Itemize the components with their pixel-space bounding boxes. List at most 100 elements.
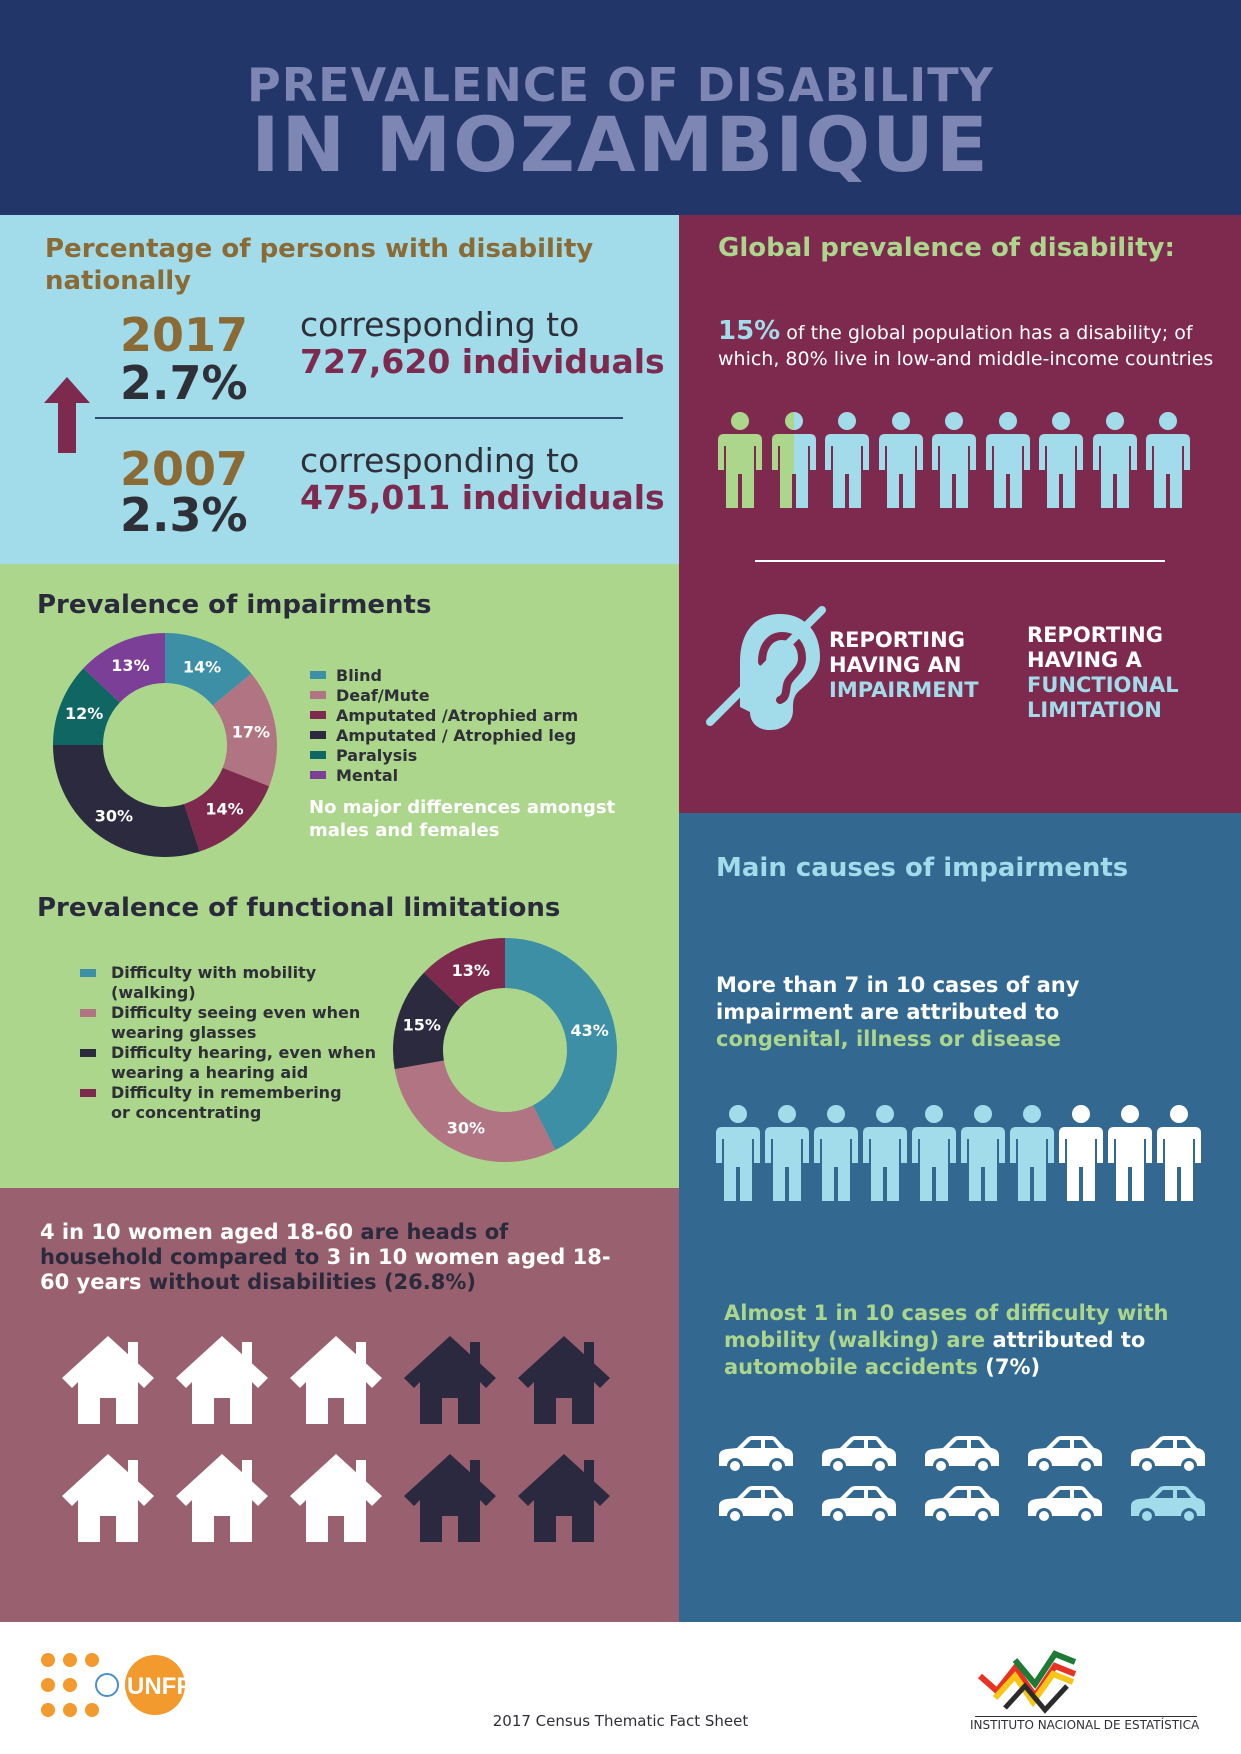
person-icon	[932, 412, 976, 508]
pct-2017: 2.7%	[120, 356, 248, 410]
women-household-panel	[0, 1188, 679, 1622]
person-icon	[961, 1105, 1005, 1201]
legend-swatch	[310, 731, 326, 739]
person-icon	[1059, 1105, 1103, 1201]
footer-caption: 2017 Census Thematic Fact Sheet	[492, 1712, 749, 1730]
donut-label: 12%	[65, 704, 103, 723]
donut-slice	[165, 633, 252, 706]
header-banner	[0, 0, 1241, 215]
divider	[95, 417, 623, 419]
causes-people-row	[716, 1105, 1206, 1201]
car-icon	[925, 1436, 999, 1474]
ine-underline	[975, 1716, 1197, 1717]
corresponding-2017: corresponding to	[300, 305, 580, 344]
house-icon	[176, 1454, 268, 1542]
house-icon	[176, 1336, 268, 1424]
individuals-2007: 475,011 individuals	[300, 478, 665, 517]
donut-slice	[505, 938, 617, 1151]
person-icon	[771, 412, 816, 508]
women-household-text: 4 in 10 women aged 18-60 are heads of ho…	[40, 1220, 611, 1294]
legend-label: Amputated /Atrophied arm	[336, 706, 579, 725]
legend-swatch	[80, 1049, 96, 1057]
house-icon	[62, 1336, 154, 1424]
donut-slice	[53, 745, 200, 857]
svg-text:UNFPA: UNFPA	[127, 1673, 208, 1700]
person-icon	[863, 1105, 907, 1201]
houses-grid	[60, 1332, 640, 1572]
donut-slice	[53, 668, 120, 745]
car-icon	[1028, 1486, 1102, 1524]
donut-slice	[423, 938, 505, 1008]
donut-label: 13%	[452, 961, 490, 980]
legend-swatch	[310, 691, 326, 699]
person-icon	[1039, 412, 1083, 508]
person-icon	[1157, 1105, 1201, 1201]
car-icon	[822, 1486, 896, 1524]
house-icon	[404, 1336, 496, 1424]
house-icon	[518, 1454, 610, 1542]
unfpa-logo: UNFPA	[41, 1653, 208, 1717]
donut-label: 15%	[403, 1016, 441, 1035]
house-icon	[404, 1454, 496, 1542]
donut-label: 17%	[232, 722, 270, 741]
person-icon	[985, 412, 1030, 508]
legend-swatch	[80, 969, 96, 977]
donut-label: 14%	[205, 799, 243, 818]
impairments-donut-chart: 14% 17% 14% 30% 12% 13%	[53, 633, 277, 857]
house-icon	[290, 1454, 382, 1542]
person-icon	[765, 1105, 809, 1201]
page-title-line2: IN MOZAMBIQUE	[251, 100, 990, 189]
report-functional: REPORTING HAVING A FUNCTIONAL LIMITATION	[1027, 623, 1179, 722]
donut-slice	[184, 767, 270, 852]
year-2017: 2017	[120, 308, 249, 362]
donut-slice	[83, 633, 165, 703]
impairments-title: Prevalence of impairments	[37, 590, 432, 620]
legend-label: Difficulty in remembering or concentratin…	[111, 1083, 342, 1122]
legend-swatch	[80, 1089, 96, 1097]
donut-label: 13%	[111, 656, 149, 675]
legend-label: Difficulty seeing even when wearing glass…	[111, 1003, 361, 1042]
legend-label: Amputated / Atrophied leg	[336, 726, 577, 745]
causes-title: Main causes of impairments	[716, 853, 1129, 883]
page-title-line1: PREVALENCE OF DISABILITY	[247, 58, 994, 112]
impairments-note: No major differences amongst males and f…	[309, 797, 616, 841]
house-icon	[518, 1336, 610, 1424]
donut-label: 43%	[570, 1021, 608, 1040]
up-arrow-icon	[44, 377, 90, 453]
person-icon	[878, 412, 923, 508]
legend-label: Difficulty hearing, even when wearing a h…	[111, 1043, 377, 1082]
ine-logo	[978, 1650, 1077, 1714]
corresponding-2007: corresponding to	[300, 441, 580, 480]
cars-grid	[715, 1432, 1205, 1532]
ine-name: INSTITUTO NACIONAL DE ESTATÍSTICA	[970, 1718, 1200, 1732]
causes-text-1: More than 7 in 10 cases of any impairmen…	[716, 973, 1080, 1051]
house-icon	[290, 1336, 382, 1424]
legend-swatch	[80, 1009, 96, 1017]
ear-icon	[706, 606, 826, 730]
legend-label: Blind	[336, 666, 383, 685]
legend-label: Mental	[336, 766, 399, 785]
donut-slice	[393, 972, 461, 1070]
person-icon	[716, 1105, 760, 1201]
car-icon	[719, 1486, 793, 1524]
car-icon	[1028, 1436, 1102, 1474]
car-icon	[719, 1436, 793, 1474]
donut-label: 30%	[95, 806, 133, 825]
car-icon	[1131, 1436, 1205, 1474]
person-icon	[825, 412, 869, 508]
person-icon	[1092, 412, 1137, 508]
report-impairment: REPORTING HAVING AN IMPAIRMENT	[829, 628, 979, 702]
donut-slice	[394, 1060, 556, 1162]
legend-label: Paralysis	[336, 746, 418, 765]
global-divider	[755, 560, 1165, 562]
individuals-2017: 727,620 individuals	[300, 342, 665, 381]
person-icon	[718, 412, 762, 508]
pct-2007: 2.3%	[120, 488, 248, 542]
donut-label: 14%	[183, 657, 221, 676]
house-icon	[62, 1454, 154, 1542]
causes-text-2: Almost 1 in 10 cases of difficulty with …	[724, 1301, 1169, 1379]
legend-swatch	[310, 711, 326, 719]
car-icon	[1131, 1486, 1205, 1524]
person-icon	[1108, 1105, 1152, 1201]
global-people-row	[718, 412, 1208, 512]
